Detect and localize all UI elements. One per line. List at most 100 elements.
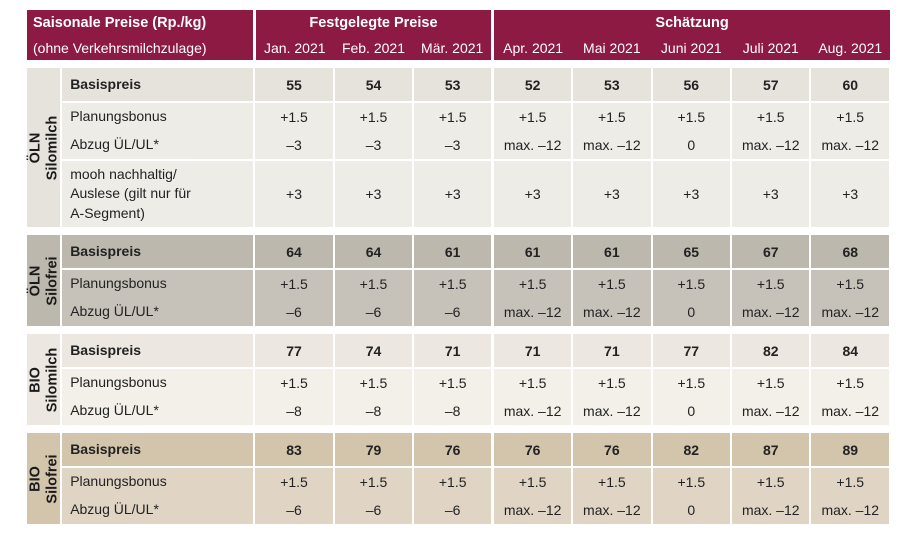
cell: 61 [413, 235, 494, 270]
group-label: ÖLN Silofrei [27, 235, 63, 326]
cell: 64 [254, 235, 335, 270]
cell: +1.5 [413, 102, 494, 131]
cell: 82 [651, 433, 733, 468]
month-header: Jan. 2021 [252, 36, 334, 60]
cell: max. –12 [731, 496, 812, 524]
cell: +1.5 [572, 368, 653, 397]
cell: 61 [572, 235, 653, 270]
cell: 61 [491, 235, 574, 270]
row-label: Abzug ÜL/UL* [61, 131, 256, 160]
header-row-top: Saisonale Preise (Rp./kg) Festgelegte Pr… [27, 10, 890, 36]
cell: 71 [491, 334, 574, 369]
cell: –8 [413, 397, 494, 425]
cell: max. –12 [572, 131, 653, 160]
cell: +1.5 [413, 467, 494, 496]
cell: max. –12 [572, 397, 653, 425]
cell: +1.5 [731, 269, 812, 298]
cell: 74 [333, 334, 415, 369]
table-row: Planungsbonus +1.5 +1.5 +1.5 +1.5 +1.5 +… [27, 467, 891, 496]
table-row: mooh nachhaltig/ Auslese (gilt nur für A… [27, 160, 891, 227]
seasonal-price-table: Saisonale Preise (Rp./kg) Festgelegte Pr… [27, 10, 891, 524]
cell: 57 [731, 68, 812, 103]
fixed-prices-header: Festgelegte Preise [252, 10, 493, 36]
cell: 0 [651, 131, 733, 160]
cell: 0 [651, 298, 733, 326]
cell: +1.5 [572, 467, 653, 496]
row-label: Planungsbonus [61, 368, 256, 397]
cell: –6 [333, 298, 415, 326]
cell: –6 [413, 496, 494, 524]
cell: –8 [333, 397, 415, 425]
cell: 76 [572, 433, 653, 468]
cell: 71 [572, 334, 653, 369]
cell: max. –12 [810, 298, 891, 326]
cell: +1.5 [491, 269, 574, 298]
group-label: BIO Silofrei [27, 433, 63, 524]
cell: 71 [413, 334, 494, 369]
cell: 76 [491, 433, 574, 468]
cell: 55 [254, 68, 335, 103]
cell: +1.5 [651, 102, 733, 131]
cell: +1.5 [254, 102, 335, 131]
cell: –6 [254, 496, 335, 524]
cell: +3 [651, 160, 733, 227]
row-label: Planungsbonus [61, 269, 256, 298]
section-oeln-silofrei: ÖLN Silofrei Basispreis 64 64 61 61 61 65… [27, 235, 891, 326]
month-header: Mai 2021 [572, 36, 652, 60]
month-header: Juli 2021 [731, 36, 811, 60]
cell: max. –12 [491, 298, 574, 326]
cell: +1.5 [254, 368, 335, 397]
row-label: Basispreis [61, 68, 256, 103]
estimate-header: Schätzung [491, 10, 890, 36]
row-label: Basispreis [61, 235, 256, 270]
cell: +1.5 [491, 102, 574, 131]
cell: max. –12 [491, 496, 574, 524]
cell: +1.5 [810, 269, 891, 298]
row-label: Planungsbonus [61, 467, 256, 496]
price-table-container: Saisonale Preise (Rp./kg) Festgelegte Pr… [27, 10, 891, 524]
cell: +3 [413, 160, 494, 227]
table-row: Abzug ÜL/UL* –3 –3 –3 max. –12 max. –12 … [27, 131, 891, 160]
cell: +3 [333, 160, 415, 227]
cell: +1.5 [413, 269, 494, 298]
cell: 77 [651, 334, 733, 369]
cell: 53 [413, 68, 494, 103]
cell: +1.5 [413, 368, 494, 397]
cell: –6 [333, 496, 415, 524]
group-label: BIO Silomilch [27, 334, 63, 425]
cell: –3 [413, 131, 494, 160]
cell: +1.5 [333, 102, 415, 131]
cell: max. –12 [731, 397, 812, 425]
table-row: ÖLN Silofrei Basispreis 64 64 61 61 61 65… [27, 235, 891, 326]
cell: 0 [651, 397, 733, 425]
month-header: Mär. 2021 [413, 36, 493, 60]
cell: 77 [254, 334, 335, 369]
header-row-months: (ohne Verkehrsmilchzulage) Jan. 2021 Feb… [27, 36, 890, 60]
cell: 84 [810, 334, 891, 369]
month-header: Apr. 2021 [491, 36, 573, 60]
cell: max. –12 [491, 397, 574, 425]
section-bio-silofrei: BIO Silofrei Basispreis 83 79 76 76 76 82… [27, 433, 891, 524]
cell: max. –12 [491, 131, 574, 160]
cell: +1.5 [254, 269, 335, 298]
cell: max. –12 [572, 496, 653, 524]
cell: –6 [413, 298, 494, 326]
cell: +1.5 [491, 467, 574, 496]
cell: max. –12 [810, 496, 891, 524]
cell: +1.5 [810, 467, 891, 496]
row-label: Planungsbonus [61, 102, 256, 131]
cell: +1.5 [810, 102, 891, 131]
cell: 0 [651, 496, 733, 524]
table-row: BIO Silofrei Basispreis 83 79 76 76 76 82… [27, 433, 891, 524]
cell: +1.5 [491, 368, 574, 397]
row-label: Abzug ÜL/UL* [61, 298, 256, 326]
cell: +1.5 [731, 368, 812, 397]
cell: +1.5 [333, 269, 415, 298]
cell: 53 [572, 68, 653, 103]
cell: 83 [254, 433, 335, 468]
cell: –6 [254, 298, 335, 326]
table-title: Saisonale Preise (Rp./kg) [27, 10, 255, 36]
cell: +3 [572, 160, 653, 227]
section-oeln-silomilch: ÖLN Silomilch Basispreis 55 54 53 52 53 5… [27, 68, 891, 227]
table-row: Planungsbonus +1.5 +1.5 +1.5 +1.5 +1.5 +… [27, 269, 891, 298]
